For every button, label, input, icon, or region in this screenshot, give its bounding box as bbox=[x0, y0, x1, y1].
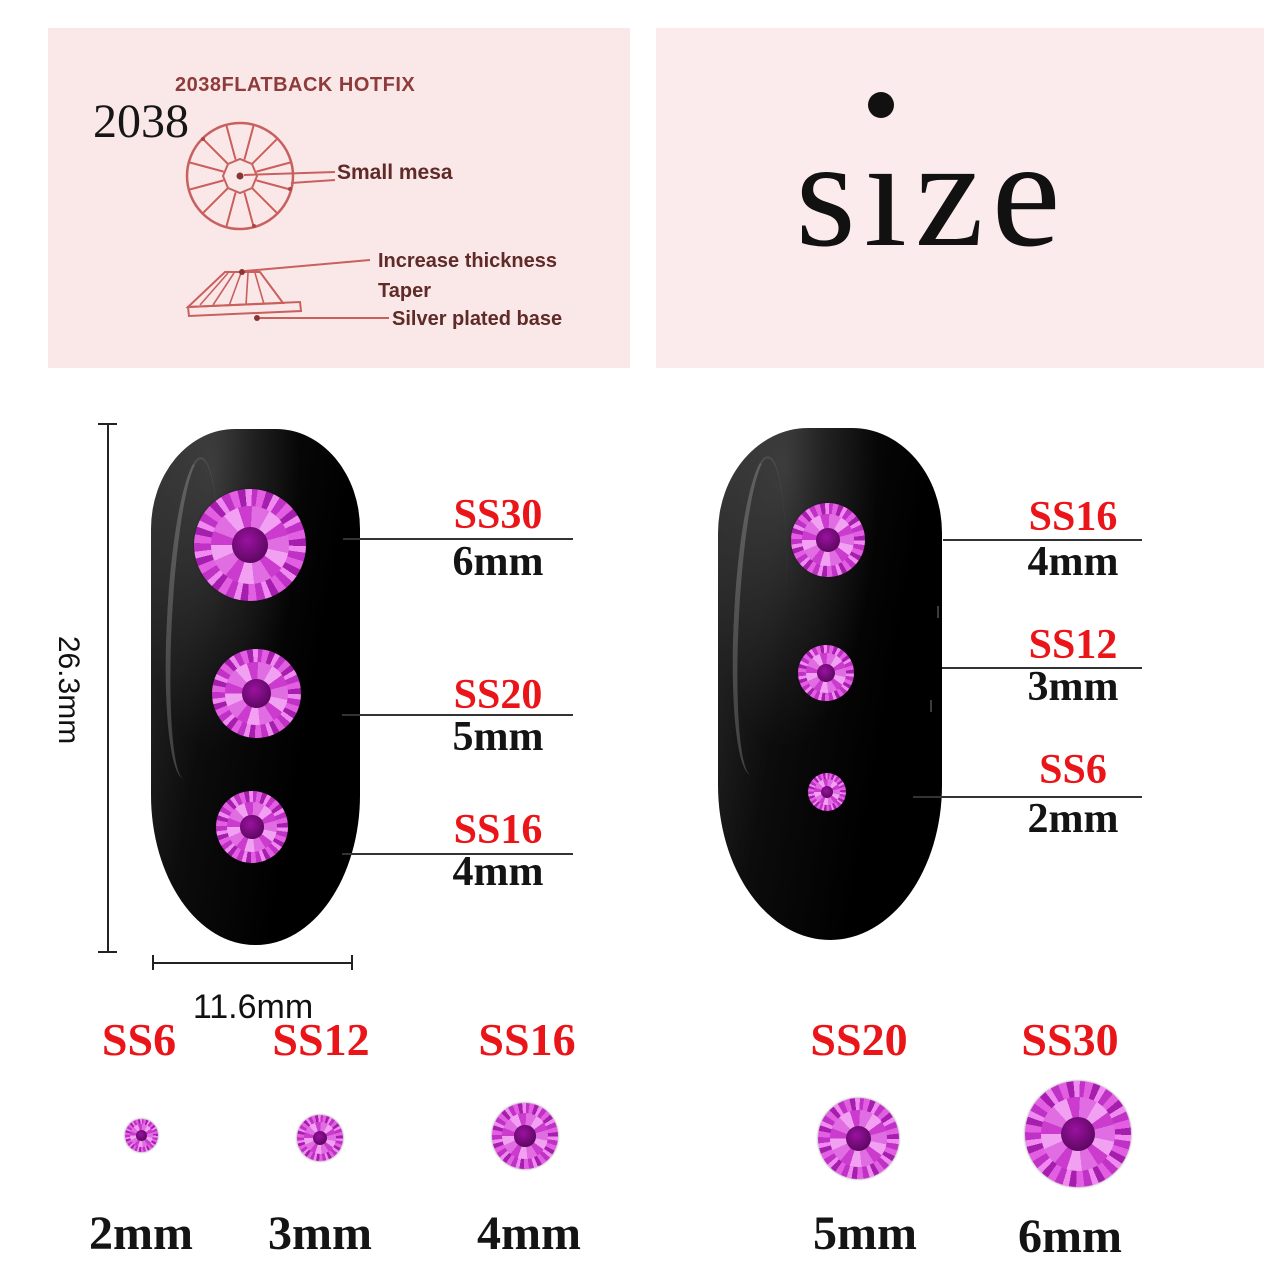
chart-size: 2mm bbox=[89, 1207, 193, 1260]
rhinestone-ss30-on-nail bbox=[194, 489, 306, 601]
size-title: sıze bbox=[795, 107, 1069, 279]
label-small-mesa: Small mesa bbox=[337, 161, 453, 184]
chart-code: SS6 bbox=[101, 1014, 177, 1065]
nail-edge-tick bbox=[937, 606, 939, 618]
rhinestone-ss30 bbox=[1025, 1081, 1131, 1187]
label-silver-plated-base: Silver plated base bbox=[392, 308, 563, 330]
rhinestone-ss6-on-nail bbox=[808, 773, 846, 811]
rhinestone-ss12-on-nail bbox=[798, 645, 854, 701]
callout-code: SS12 bbox=[1028, 622, 1118, 668]
rhinestone-ss16-on-nail bbox=[216, 791, 288, 863]
callout-line bbox=[943, 539, 1142, 541]
width-dimension-line bbox=[153, 962, 352, 964]
width-dimension-label: 11.6mm bbox=[192, 988, 314, 1026]
callout-size: 4mm bbox=[452, 849, 544, 895]
callout-size: 6mm bbox=[452, 539, 544, 585]
size-panel: sıze bbox=[656, 28, 1264, 368]
chart-size: 3mm bbox=[268, 1207, 372, 1260]
callout-size: 2mm bbox=[1027, 796, 1119, 842]
nail-edge-tick bbox=[930, 700, 932, 712]
chart-size: 5mm bbox=[813, 1207, 917, 1260]
chart-code: SS12 bbox=[272, 1014, 370, 1065]
rhinestone-ss16-on-nail bbox=[791, 503, 865, 577]
callout-line bbox=[942, 667, 1142, 669]
i-dot bbox=[868, 92, 894, 118]
chart-code: SS20 bbox=[810, 1014, 908, 1065]
callout-code: SS20 bbox=[453, 672, 543, 718]
callout-line bbox=[342, 853, 573, 855]
chart-code: SS30 bbox=[1021, 1014, 1119, 1065]
callout-code: SS16 bbox=[1028, 494, 1118, 540]
callout-code: SS6 bbox=[1039, 747, 1107, 793]
label-taper: Taper bbox=[378, 280, 431, 302]
rhinestone-ss20-on-nail bbox=[212, 649, 301, 738]
chart-size: 4mm bbox=[477, 1207, 581, 1260]
callout-line bbox=[343, 538, 573, 540]
callout-line bbox=[342, 714, 573, 716]
spec-panel-title: 2038FLATBACK HOTFIX bbox=[175, 74, 416, 96]
spec-panel: 2038FLATBACK HOTFIX 2038 Small mesa Incr… bbox=[48, 28, 630, 368]
callout-line bbox=[913, 796, 1142, 798]
callout-size: 3mm bbox=[1027, 664, 1119, 710]
model-number: 2038 bbox=[93, 95, 189, 148]
callout-size: 5mm bbox=[452, 714, 544, 760]
rhinestone-ss16 bbox=[492, 1103, 558, 1169]
height-dimension-cap-top bbox=[98, 423, 117, 425]
rhinestone-ss12 bbox=[297, 1115, 343, 1161]
chart-size: 6mm bbox=[1018, 1210, 1122, 1263]
callout-code: SS16 bbox=[453, 807, 543, 853]
rhinestone-ss20 bbox=[818, 1098, 899, 1179]
label-increase-thickness: Increase thickness bbox=[378, 250, 557, 272]
height-dimension-label: 26.3mm bbox=[52, 635, 85, 745]
width-dimension-tick-right bbox=[351, 955, 353, 970]
height-dimension-cap-bottom bbox=[98, 951, 117, 953]
callout-size: 4mm bbox=[1027, 539, 1119, 585]
chart-code: SS16 bbox=[478, 1014, 576, 1065]
height-dimension-line bbox=[107, 424, 109, 952]
rhinestone-ss6 bbox=[125, 1119, 158, 1152]
rhinestone-diagram bbox=[185, 121, 389, 321]
width-dimension-tick-left bbox=[152, 955, 154, 970]
callout-code: SS30 bbox=[453, 492, 543, 538]
